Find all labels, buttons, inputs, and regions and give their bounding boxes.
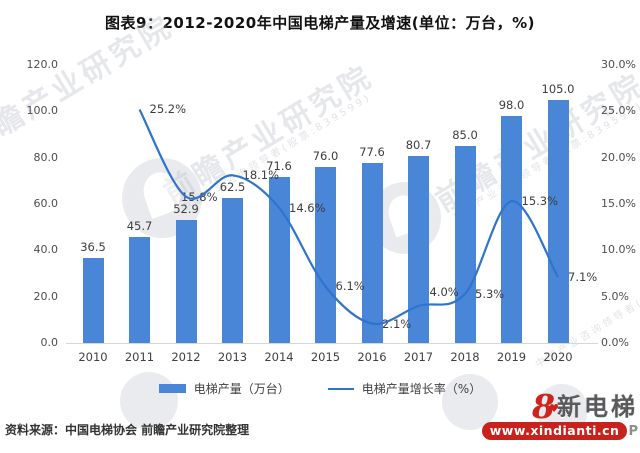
growth-value-label: 25.2% [149, 102, 187, 117]
left-axis-tick: 100.0 [26, 104, 59, 118]
x-axis-label: 2010 [78, 350, 108, 364]
bar-value-label: 76.0 [312, 148, 339, 163]
right-axis-tick: 0.0% [601, 336, 629, 349]
legend-item-production: 电梯产量（万台） [158, 380, 290, 397]
bar-value-label: 105.0 [541, 81, 575, 96]
bar-value-label: 80.7 [405, 138, 432, 153]
left-axis-tick: 60.0 [33, 197, 59, 210]
x-axis-label: 2020 [543, 350, 573, 364]
left-axis-tick: 20.0 [33, 289, 59, 303]
legend-label-growth: 电梯产量增长率（%） [361, 382, 482, 396]
x-axis-label: 2019 [496, 350, 527, 364]
bar-2020 [547, 99, 569, 343]
right-axis-tick: 20.0% [601, 150, 636, 164]
left-axis-tick: 80.0 [33, 150, 59, 164]
line-swatch-icon [327, 387, 354, 390]
data-source-note: 资料来源：中国电梯协会 前瞻产业研究院整理 [5, 423, 250, 437]
bar-2015 [315, 166, 336, 343]
right-axis-tick: 25.0% [601, 104, 636, 118]
growth-value-label: 6.1% [335, 279, 365, 294]
legend-item-growth: 电梯产量增长率（%） [327, 380, 482, 397]
left-axis-tick: 120.0 [26, 58, 59, 71]
x-axis-line [66, 343, 598, 344]
bar-value-label: 77.6 [359, 145, 385, 160]
chart-title: 图表9：2012-2020年中国电梯产量及增速(单位：万台，%) [105, 14, 535, 32]
bar-2013 [222, 198, 243, 343]
growth-value-label: 7.1% [568, 270, 598, 285]
x-axis-label: 2014 [264, 350, 294, 364]
bar-2019 [501, 115, 522, 343]
x-axis-label: 2016 [357, 350, 387, 364]
bar-2011 [129, 237, 150, 343]
x-axis-label: 2015 [310, 350, 341, 364]
growth-value-label: 18.1% [242, 168, 280, 183]
bar-value-label: 98.0 [498, 97, 525, 112]
bar-value-label: 36.5 [80, 240, 106, 255]
x-axis-label: 2017 [403, 350, 434, 364]
logo-eight-icon: 8 ♥ [532, 387, 559, 426]
logo-url-banner: www.xindianti.cn P [481, 422, 638, 440]
growth-value-label: 2.1% [382, 316, 412, 331]
bar-value-label: 52.9 [173, 202, 199, 217]
bar-swatch-icon [158, 384, 186, 393]
x-axis-label: 2012 [171, 350, 201, 364]
legend: 电梯产量（万台） 电梯产量增长率（%） [0, 380, 640, 397]
logo-url-suffix: P [628, 423, 638, 439]
bar-2016 [361, 163, 383, 343]
logo-url: www.xindianti.cn [481, 422, 628, 440]
right-axis-tick: 15.0% [601, 197, 636, 210]
bar-value-label: 45.7 [126, 219, 153, 234]
growth-value-label: 14.6% [289, 200, 326, 215]
x-axis-label: 2018 [450, 350, 480, 364]
xindianti-logo: 8 ♥ 新电梯 www.xindianti.cn P [481, 387, 638, 440]
bar-2017 [408, 156, 429, 343]
logo-wordmark: 8 ♥ 新电梯 [486, 387, 638, 426]
left-axis-tick: 0.0 [40, 336, 59, 349]
legend-label-production: 电梯产量（万台） [193, 382, 290, 396]
growth-value-label: 15.8% [181, 189, 218, 204]
x-axis-label: 2013 [217, 350, 248, 364]
bar-2014 [268, 177, 290, 343]
bar-2012 [175, 220, 197, 343]
logo-name: 新电梯 [557, 393, 638, 421]
x-axis-label: 2011 [124, 350, 155, 364]
right-axis-tick: 10.0% [601, 243, 636, 257]
growth-value-label: 4.0% [429, 284, 459, 299]
bar-value-label: 85.0 [452, 128, 478, 143]
growth-value-label: 15.3% [521, 194, 559, 209]
heart-icon: ♥ [549, 402, 559, 415]
right-axis-tick: 30.0% [601, 58, 636, 71]
right-axis-tick: 5.0% [601, 289, 629, 303]
bar-2018 [454, 146, 476, 343]
bar-2010 [82, 258, 104, 343]
growth-value-label: 5.3% [475, 286, 505, 301]
left-axis-tick: 40.0 [33, 243, 59, 257]
